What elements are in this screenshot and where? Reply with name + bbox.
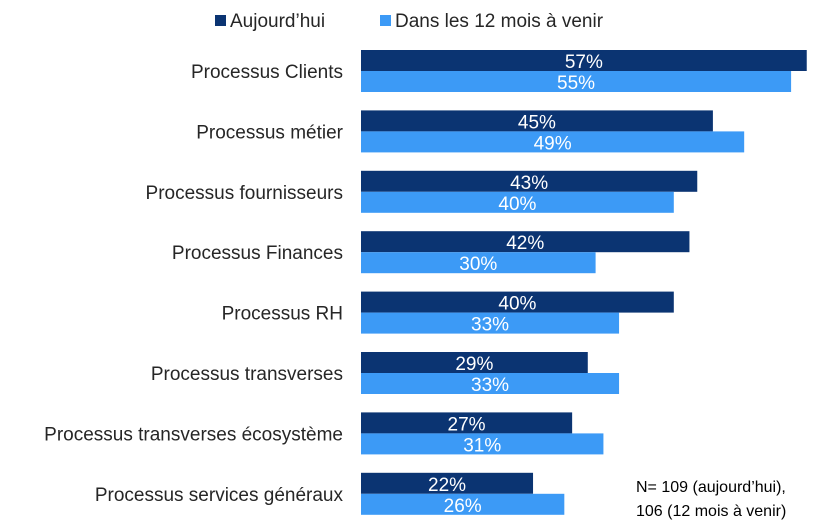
- category-labels: Processus Clients Processus métier Process…: [44, 62, 344, 506]
- bar-today: [361, 412, 573, 434]
- legend-label-2: Dans les 12 mois à venir: [395, 11, 604, 32]
- category-label: Processus transverses: [151, 364, 343, 385]
- legend: Aujourd’hui Dans les 12 mois à venir: [215, 11, 604, 32]
- category-label: Processus métier: [196, 122, 343, 143]
- data-label: 40%: [498, 294, 536, 315]
- data-label: 40%: [498, 194, 536, 215]
- data-label: 43%: [510, 173, 548, 194]
- note-line-1: N= 109 (aujourd’hui),: [636, 479, 786, 496]
- category-label: Processus Finances: [172, 243, 343, 264]
- bar-today: [361, 50, 807, 71]
- category-label: Processus fournisseurs: [146, 183, 343, 204]
- data-label: 55%: [557, 73, 595, 94]
- bar-today: [361, 231, 690, 253]
- data-label: 31%: [463, 435, 501, 456]
- data-label: 33%: [471, 315, 509, 336]
- bar-next-12-months: [361, 131, 745, 153]
- data-label: 29%: [455, 354, 493, 375]
- bar-next-12-months: [361, 312, 620, 334]
- bar-next-12-months: [361, 433, 604, 455]
- data-label: 27%: [448, 414, 486, 435]
- data-label: 30%: [459, 254, 497, 275]
- bar-next-12-months: [361, 252, 596, 274]
- bar-today: [361, 110, 713, 132]
- bar-next-12-months: [361, 71, 792, 92]
- bar-today: [361, 472, 534, 494]
- note-line-2: 106 (12 mois à venir): [636, 503, 786, 520]
- data-label: 42%: [506, 233, 544, 254]
- legend-swatch-2: [380, 15, 391, 26]
- category-label: Processus transverses écosystème: [44, 424, 343, 445]
- sample-size-note: N= 109 (aujourd’hui), 106 (12 mois à veni…: [636, 479, 786, 520]
- data-label: 57%: [565, 52, 603, 73]
- data-label: 22%: [428, 475, 466, 496]
- bar-next-12-months: [361, 493, 565, 515]
- legend-swatch-1: [215, 15, 226, 26]
- data-label: 45%: [518, 112, 556, 133]
- bar-today: [361, 170, 698, 192]
- data-label: 49%: [534, 133, 572, 154]
- category-label: Processus RH: [222, 304, 343, 325]
- data-label: 26%: [444, 496, 482, 517]
- bars: 57%55%45%49%43%40%42%30%40%33%29%33%27%3…: [361, 50, 807, 517]
- category-label: Processus services généraux: [95, 485, 344, 506]
- bar-today: [361, 352, 588, 373]
- bar-next-12-months: [361, 191, 674, 213]
- bar-next-12-months: [361, 373, 620, 394]
- bar-today: [361, 291, 674, 313]
- data-label: 33%: [471, 375, 509, 396]
- category-label: Processus Clients: [191, 62, 343, 83]
- legend-label-1: Aujourd’hui: [230, 11, 325, 32]
